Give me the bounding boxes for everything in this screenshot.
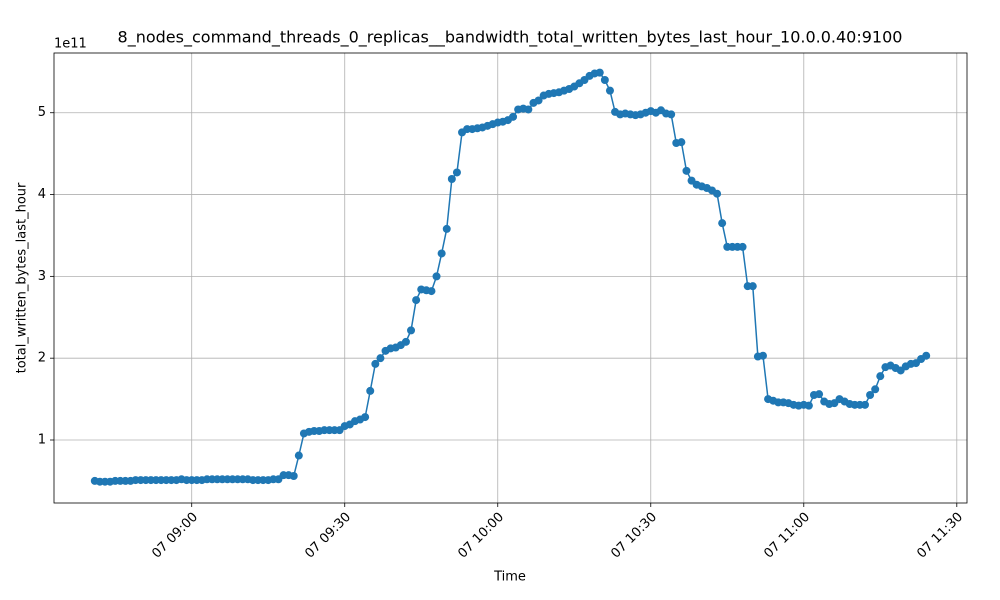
y-offset-text: 1e11 (54, 37, 87, 52)
data-point (713, 189, 722, 198)
data-point (442, 224, 451, 233)
data-point (677, 138, 686, 147)
y-tick-label: 4 (38, 187, 46, 202)
data-point (401, 337, 410, 346)
data-point (524, 105, 533, 114)
data-point (534, 96, 543, 105)
data-point (815, 390, 824, 399)
data-point (376, 354, 385, 363)
y-axis-label: total_written_bytes_last_hour (15, 182, 30, 373)
data-point (682, 166, 691, 175)
data-point (738, 242, 747, 251)
data-point (860, 400, 869, 409)
data-point (412, 296, 421, 305)
chart-title: 8_nodes_command_threads_0_replicas__band… (118, 28, 903, 48)
data-point (427, 287, 436, 296)
data-point (366, 386, 375, 395)
y-tick-label: 3 (38, 269, 46, 284)
data-point (866, 391, 875, 399)
data-point (452, 168, 461, 177)
data-point (718, 219, 727, 228)
data-point (748, 282, 757, 291)
data-point (922, 351, 931, 360)
y-tick-label: 2 (38, 351, 46, 366)
plot-frame (53, 52, 968, 504)
y-tick-label: 5 (38, 105, 46, 120)
data-point (289, 472, 298, 480)
data-point (361, 413, 370, 422)
data-point (600, 76, 609, 84)
data-point (509, 112, 518, 121)
data-point (437, 249, 446, 258)
data-point (447, 175, 456, 183)
data-point (371, 359, 380, 368)
data-point (758, 351, 767, 360)
y-tick-label: 1 (38, 433, 46, 448)
data-point (294, 451, 303, 460)
data-point (667, 110, 676, 119)
data-point (605, 86, 614, 95)
data-point (595, 68, 604, 77)
data-point (432, 272, 441, 281)
data-point (876, 372, 885, 381)
data-point (871, 385, 880, 394)
data-point (407, 326, 416, 335)
data-point (804, 401, 813, 410)
x-axis-label: Time (493, 570, 526, 585)
